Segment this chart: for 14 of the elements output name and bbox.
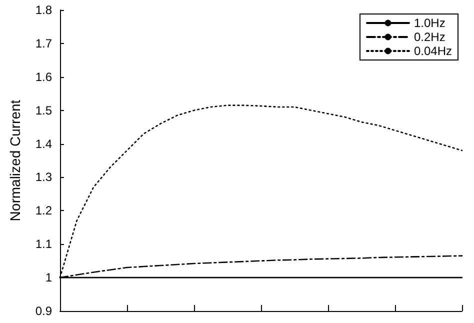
y-tick-label: 1.2 [35,204,52,218]
y-tick-label: 1.7 [35,36,52,50]
legend-label: 0.04Hz [414,44,452,58]
y-tick-label: 1.1 [35,237,52,252]
y-tick-label: 1.8 [35,3,52,17]
y-tick-label: 1.6 [35,70,52,84]
y-tick-label: 1.5 [35,103,52,118]
y-tick-label: 0.9 [35,304,52,318]
legend-label: 1.0Hz [414,16,446,30]
y-tick-label: 1 [45,270,52,285]
legend-label: 0.2Hz [414,30,446,44]
y-axis-title: Normalized Current [7,100,23,222]
y-tick-label: 1.4 [35,136,52,151]
y-tick-label: 1.3 [35,170,52,184]
